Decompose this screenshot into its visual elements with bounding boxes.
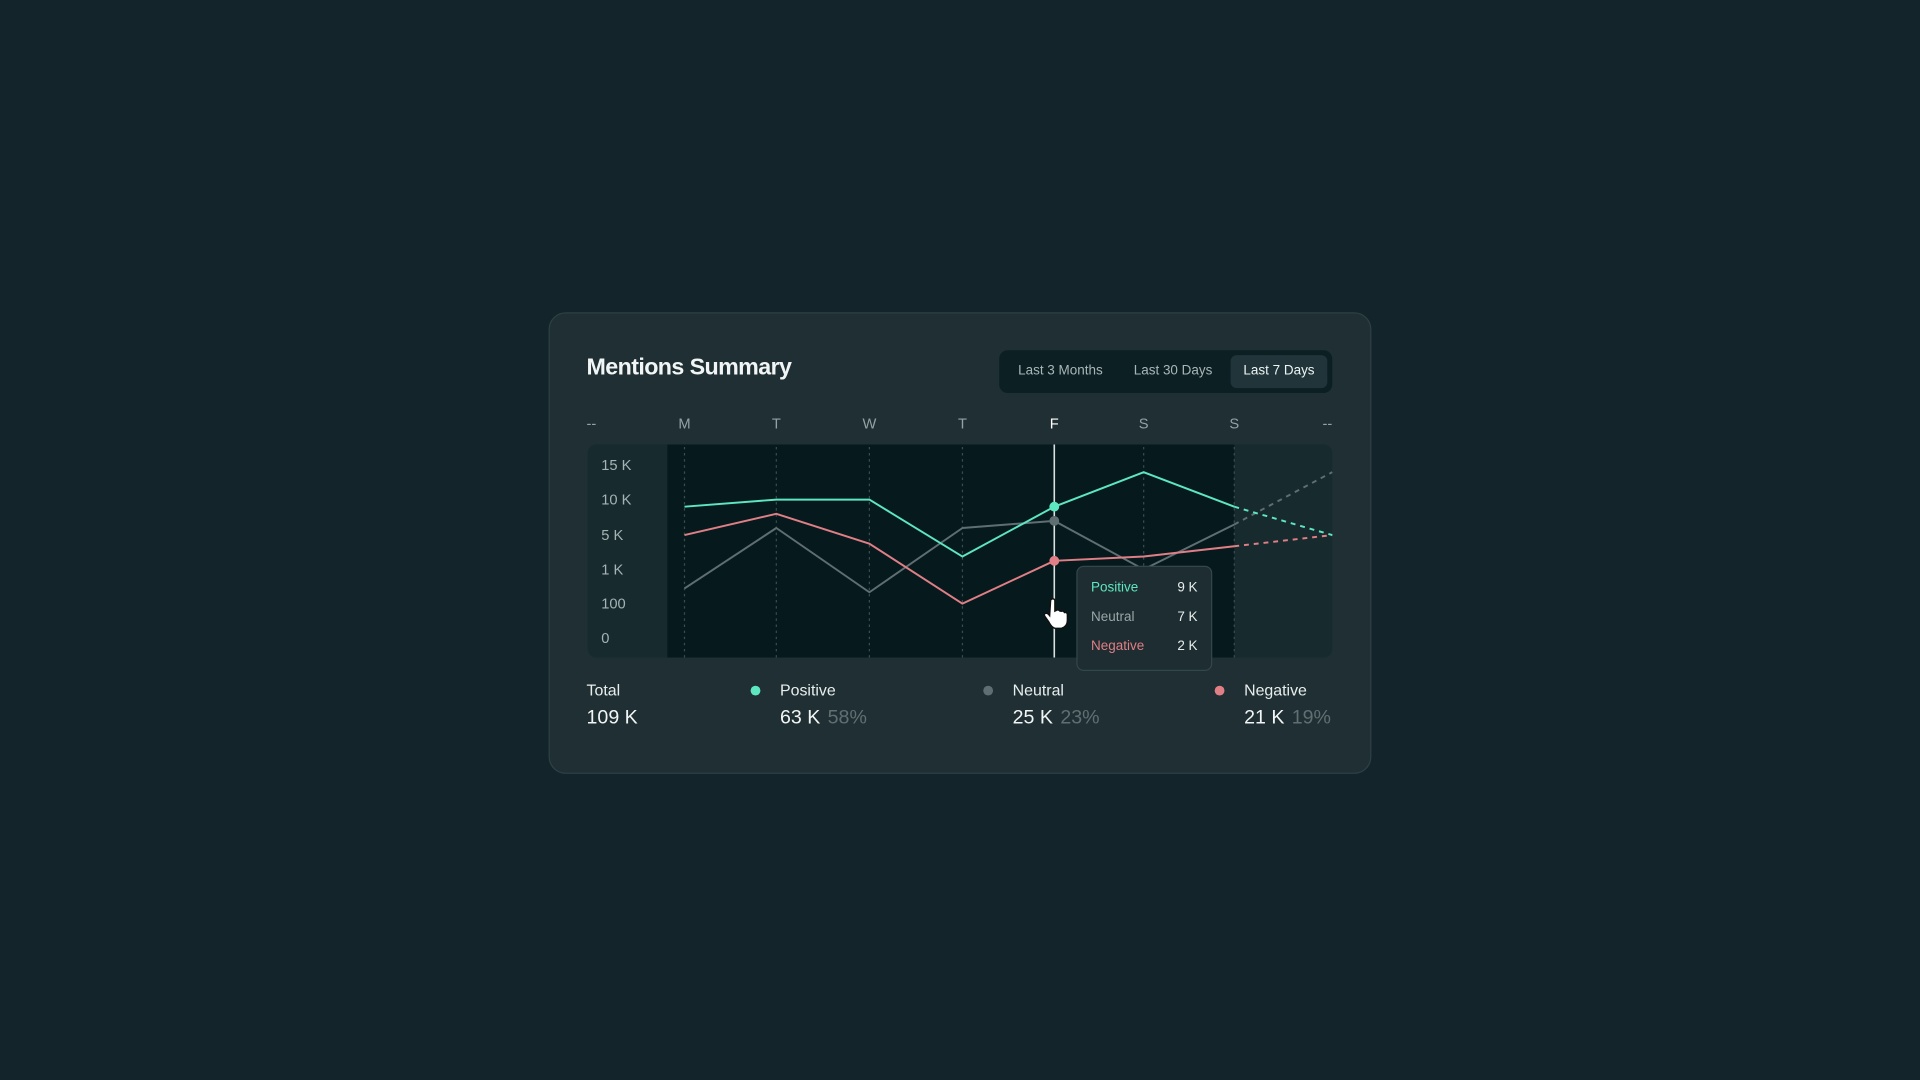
- positive-count: 63 K: [780, 707, 821, 729]
- tooltip-row-negative: Negative 2 K: [1091, 639, 1198, 654]
- total-label: Total: [586, 680, 621, 700]
- date-range-selector: Last 3 Months Last 30 Days Last 7 Days: [999, 350, 1333, 394]
- neutral-percent: 23%: [1060, 707, 1100, 729]
- tab-last-30-days[interactable]: Last 30 Days: [1133, 363, 1213, 379]
- neutral-value: 25 K 23%: [1013, 708, 1100, 730]
- x-tick-label: M: [678, 415, 691, 433]
- hover-point-neutral: [1049, 516, 1060, 526]
- total-value: 109 K: [586, 707, 638, 729]
- hover-point-negative: [1049, 555, 1060, 566]
- negative-count: 21 K: [1244, 707, 1285, 729]
- hover-point-positive: [1049, 501, 1060, 512]
- y-tick-label: 100: [601, 597, 626, 613]
- tooltip-value: 7 K: [1177, 609, 1198, 625]
- tooltip-label: Positive: [1091, 580, 1139, 596]
- y-tick-label: 0: [601, 631, 609, 647]
- tab-last-7-days[interactable]: Last 7 Days: [1230, 355, 1328, 389]
- tooltip-row-positive: Positive 9 K: [1091, 580, 1198, 595]
- positive-percent: 58%: [827, 707, 867, 729]
- neutral-dot-icon: [983, 685, 994, 696]
- series-line-negative: [684, 512, 1235, 605]
- x-tick-label: T: [957, 415, 967, 433]
- negative-label: Negative: [1244, 680, 1307, 700]
- tooltip-row-neutral: Neutral 7 K: [1091, 610, 1198, 625]
- chart-tooltip: Positive 9 K Neutral 7 K Negative 2 K: [1076, 565, 1213, 672]
- tooltip-value: 2 K: [1177, 639, 1198, 654]
- neutral-count: 25 K: [1012, 707, 1053, 729]
- positive-dot-icon: [750, 685, 761, 696]
- y-tick-label: 10 K: [601, 492, 631, 508]
- projection-line-neutral: [1233, 471, 1333, 526]
- x-tick-label: T: [771, 415, 781, 433]
- negative-dot-icon: [1214, 685, 1225, 696]
- projection-line-positive: [1234, 505, 1333, 537]
- card-title: Mentions Summary: [586, 355, 792, 381]
- positive-value: 63 K 58%: [780, 708, 867, 730]
- hand-cursor-icon: [1043, 598, 1069, 630]
- x-tick-label: --: [586, 415, 597, 433]
- y-tick-label: 1 K: [601, 562, 623, 578]
- x-tick-label: F: [1049, 415, 1059, 433]
- x-tick-label: S: [1229, 415, 1240, 433]
- tooltip-label: Negative: [1091, 639, 1145, 654]
- projection-line-negative: [1234, 534, 1333, 548]
- x-tick-label: W: [862, 415, 877, 433]
- x-tick-label: --: [1322, 415, 1333, 433]
- x-tick-label: S: [1138, 415, 1149, 433]
- negative-value: 21 K 19%: [1244, 708, 1331, 730]
- y-tick-label: 5 K: [601, 528, 623, 544]
- positive-label: Positive: [780, 680, 836, 700]
- tooltip-label: Neutral: [1091, 609, 1135, 625]
- tooltip-value: 9 K: [1177, 580, 1198, 596]
- y-tick-label: 15 K: [601, 458, 631, 474]
- tab-last-3-months[interactable]: Last 3 Months: [1018, 363, 1103, 379]
- neutral-label: Neutral: [1012, 680, 1064, 700]
- negative-percent: 19%: [1291, 707, 1331, 729]
- series-line-positive: [684, 471, 1235, 558]
